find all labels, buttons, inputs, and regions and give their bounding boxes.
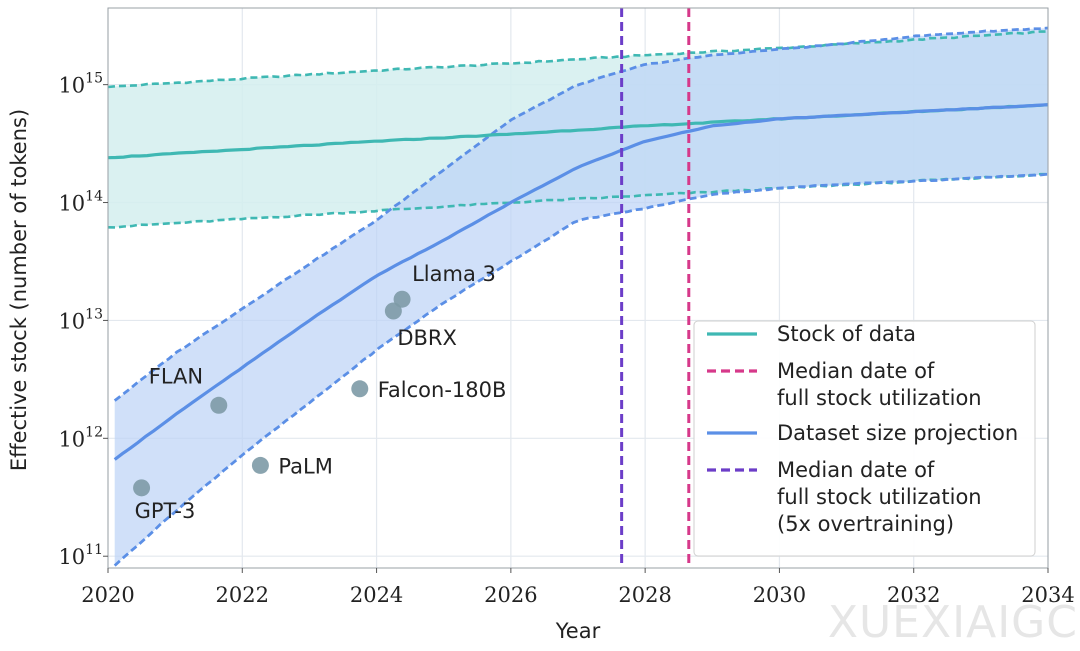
y-tick-base: 10 xyxy=(58,74,85,98)
model-point xyxy=(251,456,269,474)
x-axis-title: Year xyxy=(555,619,601,643)
model-point xyxy=(133,479,151,497)
dataset-size-projection-line xyxy=(113,103,1049,461)
model-label: Llama 3 xyxy=(412,262,496,286)
model-label: FLAN xyxy=(149,364,203,388)
dataset-size-projection-band xyxy=(114,28,1048,566)
x-tick-label: 2034 xyxy=(1021,583,1074,607)
x-tick-label: 2028 xyxy=(618,583,671,607)
y-tick-base: 10 xyxy=(58,192,85,216)
x-tick-label: 2030 xyxy=(753,583,806,607)
y-tick-base: 10 xyxy=(58,427,85,451)
y-tick-exponent: 13 xyxy=(85,306,103,322)
projection-upper-bound xyxy=(113,26,1049,402)
x-tick-label: 2022 xyxy=(216,583,269,607)
legend-label: Dataset size projection xyxy=(777,421,1018,445)
median-date-lines xyxy=(620,8,691,568)
model-point xyxy=(351,380,369,398)
y-tick-exponent: 12 xyxy=(85,424,103,440)
model-points: GPT-3 FLAN PaLM Falcon-180B DBRX Llama 3 xyxy=(133,262,506,523)
model-point xyxy=(393,290,411,308)
legend-label: full stock utilization xyxy=(777,485,982,509)
legend-box xyxy=(693,320,1036,557)
legend-label: Stock of data xyxy=(777,322,916,346)
y-tick-label: 1012 xyxy=(58,424,103,451)
legend-label: (5x overtraining) xyxy=(777,512,954,536)
axis-ticks: 2020 2022 2024 2026 2028 2030 2032 203410111012… xyxy=(58,71,1074,607)
legend: Stock of data Median date of full stock ut… xyxy=(693,320,1036,557)
y-tick-base: 10 xyxy=(58,545,85,569)
model-label: PaLM xyxy=(278,454,332,478)
watermark: XUEXIAIGC xyxy=(828,597,1078,648)
x-tick-label: 2026 xyxy=(484,583,537,607)
y-tick-exponent: 11 xyxy=(85,542,103,558)
legend-label: full stock utilization xyxy=(777,386,982,410)
projection-lower-bound xyxy=(113,172,1049,567)
model-label: DBRX xyxy=(397,326,457,350)
legend-label: Median date of xyxy=(777,458,935,482)
x-tick-label: 2020 xyxy=(81,583,134,607)
y-tick-label: 1011 xyxy=(58,542,103,569)
y-tick-exponent: 15 xyxy=(85,71,103,87)
y-tick-base: 10 xyxy=(58,309,85,333)
model-label: GPT-3 xyxy=(135,499,196,523)
x-tick-label: 2024 xyxy=(350,583,403,607)
y-tick-label: 1013 xyxy=(58,306,103,333)
plot-frame xyxy=(107,7,1049,569)
legend-label: Median date of xyxy=(777,359,935,383)
model-label: Falcon-180B xyxy=(378,378,507,402)
model-point xyxy=(210,396,228,414)
y-tick-label: 1014 xyxy=(58,189,103,216)
y-tick-label: 1015 xyxy=(58,71,103,98)
series-lines xyxy=(107,26,1049,567)
stock-upper-bound xyxy=(107,30,1049,89)
y-tick-exponent: 14 xyxy=(85,189,103,205)
y-axis-title: Effective stock (number of tokens) xyxy=(7,109,31,471)
plot-border xyxy=(107,7,1049,569)
model-point xyxy=(384,302,402,320)
x-tick-label: 2032 xyxy=(887,583,940,607)
